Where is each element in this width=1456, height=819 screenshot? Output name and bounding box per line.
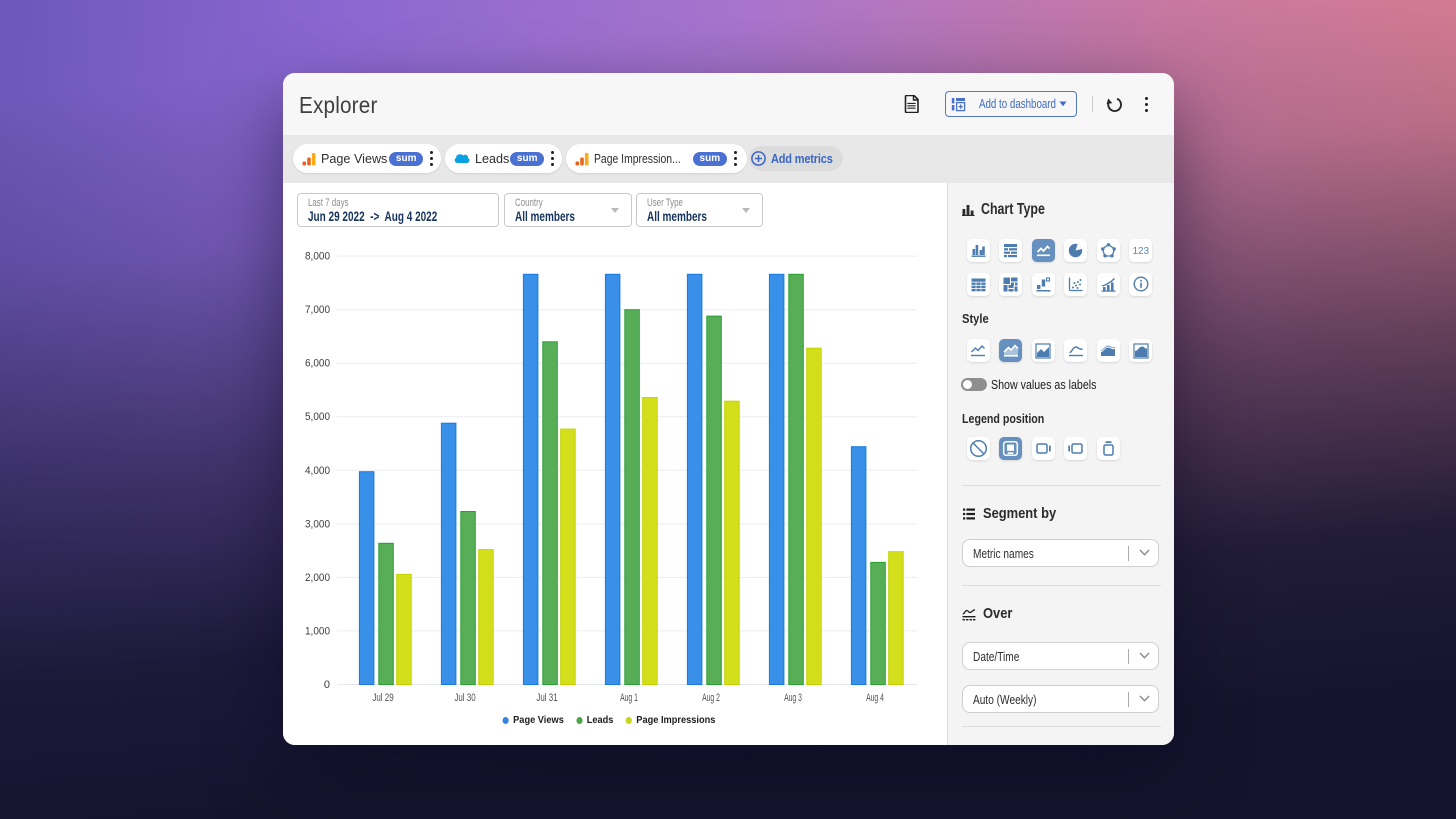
svg-text:7,000: 7,000 (305, 304, 330, 316)
svg-text:Jul 30: Jul 30 (454, 692, 475, 704)
svg-text:4,000: 4,000 (305, 465, 330, 477)
svg-text:Jul 31: Jul 31 (536, 692, 557, 704)
svg-text:1,000: 1,000 (305, 625, 330, 637)
svg-text:3,000: 3,000 (305, 518, 330, 530)
svg-text:Aug 4: Aug 4 (866, 692, 884, 704)
svg-text:Aug 2: Aug 2 (702, 692, 720, 704)
svg-text:5,000: 5,000 (305, 411, 330, 423)
svg-text:2,000: 2,000 (305, 572, 330, 584)
svg-text:Aug 1: Aug 1 (620, 692, 638, 704)
svg-text:6,000: 6,000 (305, 358, 330, 370)
svg-text:8,000: 8,000 (305, 251, 330, 263)
svg-text:Jul 29: Jul 29 (372, 692, 393, 704)
svg-text:0: 0 (324, 679, 330, 691)
svg-text:Aug 3: Aug 3 (784, 692, 802, 704)
